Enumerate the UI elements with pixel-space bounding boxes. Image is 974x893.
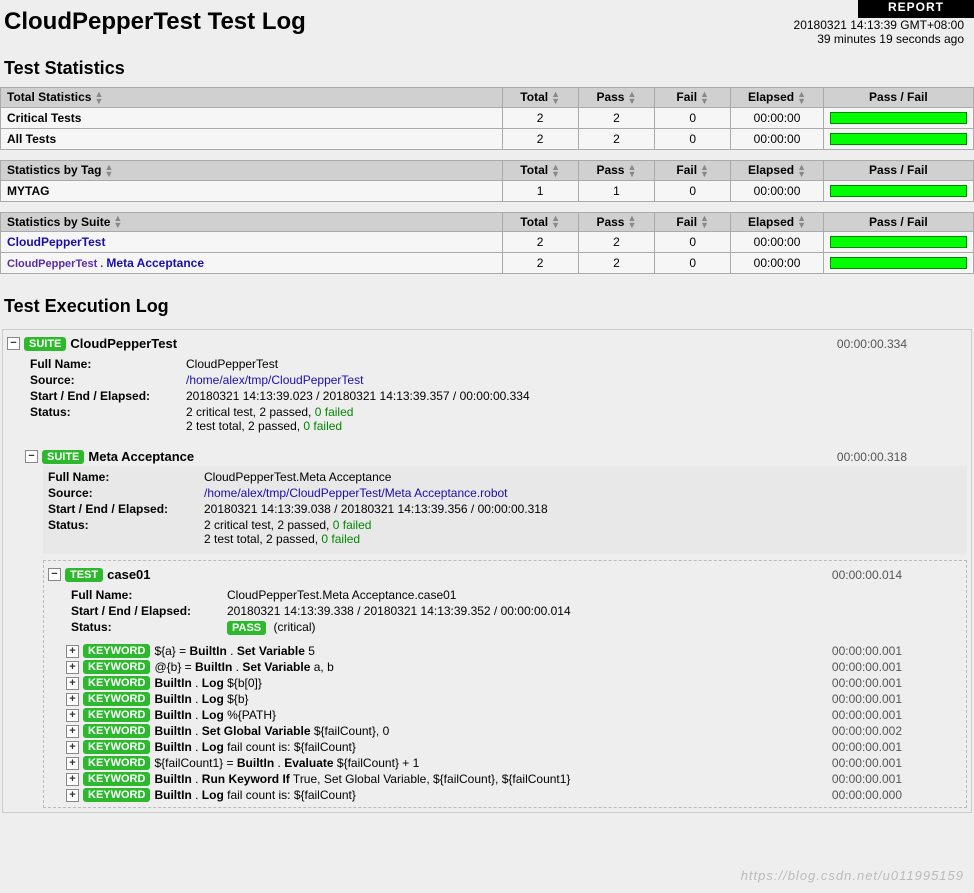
- suite-elapsed: 00:00:00.334: [837, 337, 967, 351]
- pass-badge: PASS: [227, 621, 266, 635]
- log-heading: Test Execution Log: [0, 284, 974, 325]
- th-tag-name[interactable]: Statistics by Tag▲▼: [1, 160, 503, 180]
- keyword-elapsed: 00:00:00.000: [832, 788, 962, 802]
- table-row: CloudPepperTest22000:00:00: [1, 232, 974, 253]
- test-elapsed: 00:00:00.014: [832, 568, 962, 582]
- keyword-row: +KEYWORDBuiltIn . Log fail count is: ${f…: [66, 787, 962, 803]
- collapse-icon[interactable]: −: [48, 568, 61, 581]
- suite-name[interactable]: CloudPepperTest: [70, 336, 177, 351]
- expand-icon[interactable]: +: [66, 693, 79, 706]
- keyword-badge: KEYWORD: [83, 660, 150, 674]
- keyword-elapsed: 00:00:00.001: [832, 756, 962, 770]
- page-title: CloudPepperTest Test Log: [0, 0, 306, 40]
- tag-stats-table: Statistics by Tag▲▼ Total▲▼ Pass▲▼ Fail▲…: [0, 160, 974, 202]
- keyword-elapsed: 00:00:00.001: [832, 692, 962, 706]
- suite-name[interactable]: Meta Acceptance: [88, 449, 194, 464]
- keyword-row: +KEYWORDBuiltIn . Log %{PATH}00:00:00.00…: [66, 707, 962, 723]
- source-link[interactable]: /home/alex/tmp/CloudPepperTest/Meta Acce…: [204, 486, 508, 500]
- keyword-badge: KEYWORD: [83, 692, 150, 706]
- keyword-badge: KEYWORD: [83, 644, 150, 658]
- generated-time: 20180321 14:13:39 GMT+08:00: [794, 18, 964, 32]
- keyword-elapsed: 00:00:00.001: [832, 772, 962, 786]
- expand-icon[interactable]: +: [66, 661, 79, 674]
- total-stats-table: Total Statistics▲▼ Total▲▼ Pass▲▼ Fail▲▼…: [0, 87, 974, 150]
- watermark: https://blog.csdn.net/u011995159: [741, 868, 964, 883]
- keyword-badge: KEYWORD: [83, 708, 150, 722]
- suite-cloudpeppertest: − SUITE CloudPepperTest 00:00:00.334 Ful…: [2, 329, 972, 813]
- collapse-icon[interactable]: −: [7, 337, 20, 350]
- keyword-badge: KEYWORD: [83, 740, 150, 754]
- keyword-badge: KEYWORD: [83, 724, 150, 738]
- pass-fail-bar: [830, 133, 967, 145]
- expand-icon[interactable]: +: [66, 677, 79, 690]
- suite-link[interactable]: CloudPepperTest: [7, 235, 105, 249]
- suite-link[interactable]: Meta Acceptance: [106, 256, 204, 270]
- suite-badge: SUITE: [24, 337, 66, 351]
- th-total[interactable]: Total▲▼: [502, 88, 578, 108]
- source-link[interactable]: /home/alex/tmp/CloudPepperTest: [186, 373, 363, 387]
- test-name[interactable]: case01: [107, 567, 150, 582]
- th-pass[interactable]: Pass▲▼: [578, 88, 654, 108]
- table-row: CloudPepperTest . Meta Acceptance22000:0…: [1, 253, 974, 274]
- keyword-row: +KEYWORDBuiltIn . Set Global Variable ${…: [66, 723, 962, 739]
- expand-icon[interactable]: +: [66, 709, 79, 722]
- report-button[interactable]: REPORT: [858, 0, 974, 18]
- expand-icon[interactable]: +: [66, 725, 79, 738]
- keyword-badge: KEYWORD: [83, 756, 150, 770]
- test-badge: TEST: [65, 568, 103, 582]
- th-suite-name[interactable]: Statistics by Suite▲▼: [1, 212, 503, 232]
- keyword-elapsed: 00:00:00.001: [832, 660, 962, 674]
- expand-icon[interactable]: +: [66, 773, 79, 786]
- keyword-row: +KEYWORDBuiltIn . Log ${b[0]}00:00:00.00…: [66, 675, 962, 691]
- keyword-badge: KEYWORD: [83, 772, 150, 786]
- th-passfail: Pass / Fail: [823, 88, 973, 108]
- keyword-row: +KEYWORDBuiltIn . Run Keyword If True, S…: [66, 771, 962, 787]
- keyword-row: +KEYWORD@{b} = BuiltIn . Set Variable a,…: [66, 659, 962, 675]
- pass-fail-bar: [830, 257, 967, 269]
- keyword-row: +KEYWORDBuiltIn . Log ${b}00:00:00.001: [66, 691, 962, 707]
- keyword-row: +KEYWORD${failCount1} = BuiltIn . Evalua…: [66, 755, 962, 771]
- keyword-badge: KEYWORD: [83, 676, 150, 690]
- keyword-elapsed: 00:00:00.001: [832, 644, 962, 658]
- expand-icon[interactable]: +: [66, 741, 79, 754]
- table-row: All Tests22000:00:00: [1, 128, 974, 149]
- table-row: MYTAG11000:00:00: [1, 180, 974, 201]
- table-row: Critical Tests22000:00:00: [1, 107, 974, 128]
- keyword-elapsed: 00:00:00.001: [832, 740, 962, 754]
- th-total-name[interactable]: Total Statistics▲▼: [1, 88, 503, 108]
- th-fail[interactable]: Fail▲▼: [655, 88, 731, 108]
- suite-elapsed: 00:00:00.318: [837, 450, 967, 464]
- collapse-icon[interactable]: −: [25, 450, 38, 463]
- suite-badge: SUITE: [42, 450, 84, 464]
- keyword-row: +KEYWORDBuiltIn . Log fail count is: ${f…: [66, 739, 962, 755]
- suite-stats-table: Statistics by Suite▲▼ Total▲▼ Pass▲▼ Fai…: [0, 212, 974, 275]
- keyword-badge: KEYWORD: [83, 788, 150, 802]
- generated-ago: 39 minutes 19 seconds ago: [794, 32, 964, 46]
- stats-heading: Test Statistics: [0, 46, 974, 87]
- pass-fail-bar: [830, 185, 967, 197]
- expand-icon[interactable]: +: [66, 757, 79, 770]
- expand-icon[interactable]: +: [66, 645, 79, 658]
- suite-meta-acceptance: − SUITE Meta Acceptance 00:00:00.318 Ful…: [25, 447, 967, 808]
- keyword-row: +KEYWORD${a} = BuiltIn . Set Variable 50…: [66, 643, 962, 659]
- keyword-elapsed: 00:00:00.002: [832, 724, 962, 738]
- pass-fail-bar: [830, 236, 967, 248]
- pass-fail-bar: [830, 112, 967, 124]
- test-case01: − TEST case01 00:00:00.014 Full Name:Clo…: [43, 560, 967, 808]
- keyword-elapsed: 00:00:00.001: [832, 676, 962, 690]
- expand-icon[interactable]: +: [66, 789, 79, 802]
- keyword-elapsed: 00:00:00.001: [832, 708, 962, 722]
- th-elapsed[interactable]: Elapsed▲▼: [731, 88, 823, 108]
